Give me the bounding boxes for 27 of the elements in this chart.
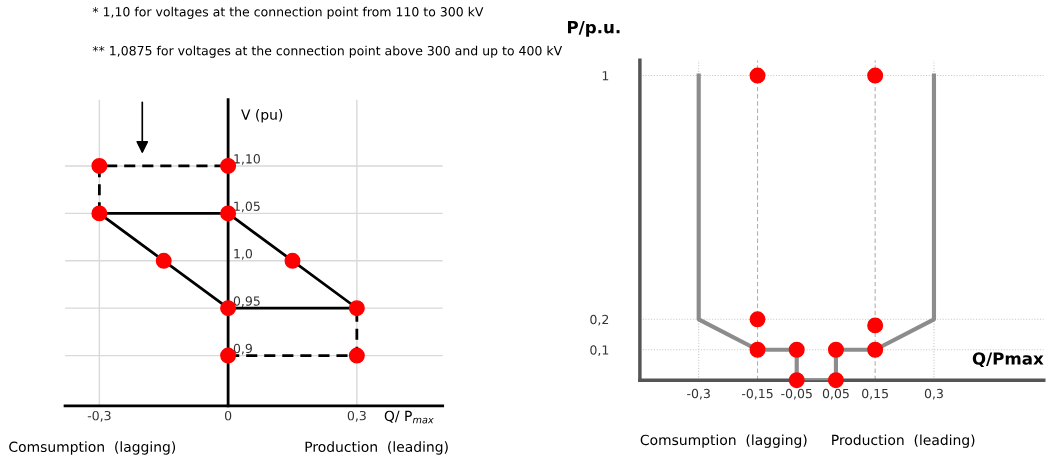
x-tick-label: -0,05 — [781, 388, 812, 400]
text: Comsumption (lagging) — [640, 434, 807, 448]
text: ** 1,0875 for voltages at the connection point above 300 and up to 400 kV — [92, 45, 563, 58]
y-tick-label: 1,05 — [234, 201, 260, 213]
y-tick-label: 1 — [602, 71, 609, 81]
x-tick-label: 0,15 — [862, 388, 888, 400]
y-tick-label: 0,2 — [590, 314, 609, 326]
text: Production (leading) — [832, 434, 975, 448]
x-tick-label: -0,3 — [87, 410, 111, 422]
text: * 1,10 for voltages at the connection point from 110 to 300 kV — [92, 6, 484, 19]
x-tick-label: 0,05 — [822, 388, 849, 400]
x-tick-label: 0 — [224, 410, 232, 421]
y-tick-label: 0,95 — [233, 296, 260, 308]
y-tick-label: 0,1 — [590, 345, 609, 356]
x-tick-label: 0,3 — [924, 388, 943, 400]
x-tick-label: 0,3 — [347, 410, 366, 422]
y-axis-title: P/p.u. — [567, 21, 620, 37]
x-tick-label: -0,3 — [687, 388, 710, 400]
y-tick-label: 0,9 — [233, 343, 252, 355]
y-axis-title: V (pu) — [241, 109, 283, 123]
y-tick-label: 1,10 — [234, 154, 260, 165]
text: Comsumption (lagging) — [9, 441, 176, 455]
y-tick-label: 1,0 — [234, 248, 253, 260]
x-axis-title: Q/ P$_{max}$ — [384, 410, 434, 424]
x-axis-title: Q/Pmax — [972, 352, 1044, 367]
x-tick-label: -0,15 — [741, 388, 773, 400]
text: Production (leading) — [305, 441, 448, 455]
